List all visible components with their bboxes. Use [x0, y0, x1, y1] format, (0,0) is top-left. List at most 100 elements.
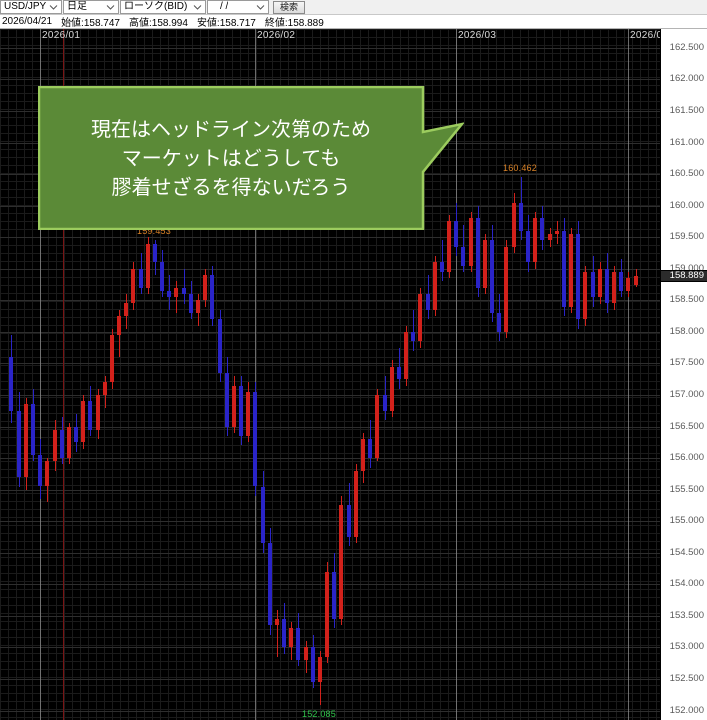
candle — [519, 176, 523, 241]
date-value: / / — [220, 1, 229, 12]
candle — [153, 240, 157, 276]
timeframe-value: 日足 — [67, 1, 87, 12]
candle — [253, 382, 257, 496]
candle — [45, 458, 49, 503]
candle — [17, 391, 21, 487]
candle — [53, 420, 57, 471]
candle — [239, 376, 243, 446]
price-axis-tick: 162.500 — [669, 41, 704, 53]
candle — [282, 603, 286, 654]
chevron-down-icon[interactable] — [192, 1, 203, 13]
price-axis-tick: 153.000 — [669, 641, 704, 653]
time-axis-label: 2026/01 — [42, 30, 81, 41]
candle — [540, 205, 544, 250]
price-axis-tick: 158.500 — [669, 294, 704, 306]
candle — [569, 227, 573, 313]
candle — [325, 562, 329, 664]
current-price-badge: 158.889 — [661, 269, 707, 282]
symbol-select[interactable]: USD/JPY — [0, 0, 62, 14]
chevron-down-icon[interactable] — [255, 1, 266, 13]
candle — [174, 281, 178, 313]
price-axis-tick: 153.500 — [669, 609, 704, 621]
chart-type-select[interactable]: ローソク(BID) — [120, 0, 206, 14]
candle — [490, 224, 494, 323]
month-separator — [456, 29, 457, 720]
candle — [117, 309, 121, 358]
symbol-value: USD/JPY — [4, 1, 47, 12]
time-axis-label: 2026/02 — [257, 30, 296, 41]
info-open: 始値:158.747 — [61, 18, 120, 29]
candle — [318, 650, 322, 706]
candle — [476, 205, 480, 298]
candle — [361, 432, 365, 484]
price-axis-tick: 155.000 — [669, 515, 704, 527]
candle — [275, 609, 279, 657]
candle — [146, 237, 150, 295]
candle — [232, 376, 236, 433]
chevron-down-icon[interactable] — [48, 1, 59, 13]
candle — [67, 423, 71, 465]
candle — [598, 262, 602, 304]
info-close: 終値:158.889 — [264, 18, 324, 29]
candle — [139, 253, 143, 295]
high-price-label: 159.453 — [137, 226, 171, 237]
candle — [548, 227, 552, 247]
candle — [110, 328, 114, 389]
ohlc-info-bar: 2026/04/21 始値:158.747 高値:158.994 安値:158.… — [0, 15, 707, 29]
candle — [354, 464, 358, 544]
candle — [189, 281, 193, 320]
price-axis[interactable]: 162.500 162.000 161.500 161.000 160.500 160.0… — [660, 29, 707, 720]
candle — [296, 612, 300, 667]
timeframe-select[interactable]: 日足 — [63, 0, 119, 14]
candle — [38, 439, 42, 500]
candle — [375, 388, 379, 462]
candlestick-plot[interactable]: 159.453 160.462 152.085 2026/01 2026/02 2026… — [0, 29, 660, 720]
callout-line-3: 膠着せざるを得ないだろう — [111, 174, 351, 199]
candle — [397, 347, 401, 389]
comment-callout[interactable]: 現在はヘッドライン次第のため マーケットはどうしても 膠着せざるを得ないだろう — [38, 86, 464, 230]
candle — [246, 382, 250, 443]
callout-line-2: マーケットはどうしても — [121, 145, 341, 170]
candle — [182, 268, 186, 304]
candle — [304, 641, 308, 673]
time-axis-label: 2026/03 — [458, 30, 497, 41]
candle — [512, 193, 516, 253]
candle — [268, 527, 272, 635]
price-axis-tick: 154.000 — [669, 578, 704, 590]
candle — [626, 271, 630, 298]
candle — [504, 240, 508, 339]
candle — [347, 483, 351, 547]
candle — [24, 398, 28, 490]
price-axis-tick: 160.500 — [669, 168, 704, 180]
candle — [433, 256, 437, 317]
chevron-down-icon[interactable] — [105, 1, 116, 13]
candle — [483, 234, 487, 295]
info-high: 高値:158.994 — [129, 18, 188, 29]
candle — [261, 470, 265, 553]
price-axis-tick: 152.000 — [669, 704, 704, 716]
candle — [74, 413, 78, 452]
price-axis-tick: 159.000 — [669, 262, 704, 274]
candle — [196, 294, 200, 326]
candle — [555, 221, 559, 244]
search-button[interactable]: 検索 — [273, 0, 305, 14]
candle — [60, 417, 64, 465]
candle — [497, 294, 501, 342]
candle — [124, 294, 128, 329]
callout-text: 現在はヘッドライン次第のため マーケットはどうしても 膠着せざるを得ないだろう — [38, 86, 424, 230]
candle — [461, 224, 465, 272]
candle — [332, 552, 336, 629]
candle — [605, 253, 609, 313]
info-date: 2026/04/21 — [2, 16, 53, 27]
date-select[interactable]: / / — [207, 0, 269, 14]
candle — [103, 376, 107, 408]
chart-area[interactable]: 159.453 160.462 152.085 2026/01 2026/02 2026… — [0, 29, 707, 720]
price-axis-tick: 162.000 — [669, 73, 704, 85]
candle — [225, 357, 229, 437]
candle — [9, 335, 13, 424]
candle — [440, 240, 444, 282]
callout-line-1: 現在はヘッドライン次第のため — [91, 116, 371, 141]
callout-shape — [38, 86, 464, 230]
candle — [96, 388, 100, 440]
